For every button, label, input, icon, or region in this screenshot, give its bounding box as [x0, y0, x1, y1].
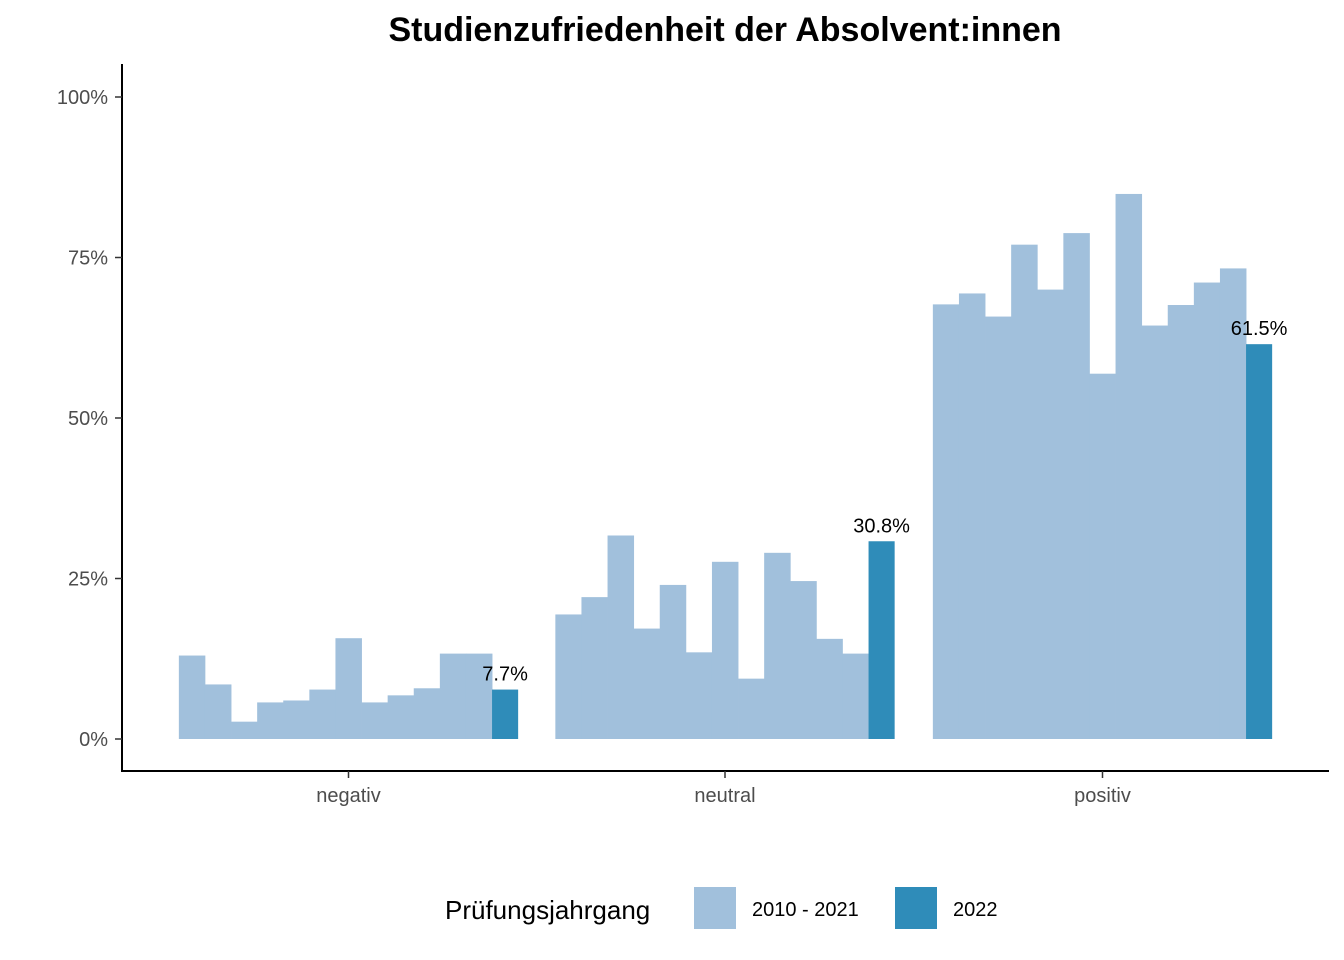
legend-key-2022 — [895, 887, 937, 929]
bar-neutral-historical-2 — [581, 597, 608, 739]
bar-neutral-historical-12 — [842, 653, 869, 739]
legend-title: Prüfungsjahrgang — [445, 895, 650, 925]
chart-title: Studienzufriedenheit der Absolvent:innen — [388, 11, 1061, 49]
bar-positiv-historical-3 — [985, 316, 1012, 739]
bar-positiv-historical-4 — [1011, 244, 1038, 739]
plot-area: 7.7% 30.8% 61.5% — [178, 193, 1288, 739]
bar-neutral-historical-6 — [685, 652, 713, 739]
bar-negativ-historical-10 — [413, 688, 441, 739]
bar-neutral-historical-3 — [607, 535, 635, 739]
data-label-negativ-2022: 7.7% — [482, 664, 528, 686]
bar-neutral-historical-7 — [711, 561, 739, 739]
bar-positiv-historical-7 — [1089, 373, 1116, 739]
legend-key-2010-2021 — [694, 887, 736, 929]
bar-positiv-historical-12 — [1219, 268, 1247, 739]
bar-positiv-historical-6 — [1063, 233, 1090, 739]
bar-positiv-2022 — [1246, 344, 1273, 739]
bar-positiv-historical-1 — [932, 304, 960, 739]
bar-neutral-historical-11 — [816, 638, 843, 739]
legend-label-2010-2021: 2010 - 2021 — [752, 899, 859, 921]
y-tick-label-3: 75% — [68, 248, 108, 270]
bar-neutral-historical-10 — [790, 581, 817, 739]
legend: Prüfungsjahrgang 2010 - 2021 2022 — [445, 887, 998, 929]
bar-negativ-historical-12 — [465, 653, 493, 739]
bar-positiv-historical-8 — [1115, 193, 1143, 739]
bar-neutral-historical-9 — [764, 552, 791, 739]
legend-label-2022: 2022 — [953, 899, 998, 921]
bar-negativ-historical-7 — [335, 638, 362, 739]
data-label-positiv-2022: 61.5% — [1231, 318, 1288, 340]
bar-negativ-historical-2 — [204, 684, 232, 739]
x-tick-label-neutral: neutral — [694, 785, 755, 807]
bar-negativ-historical-3 — [231, 721, 258, 739]
bar-neutral-historical-5 — [659, 584, 687, 739]
x-tick-label-positiv: positiv — [1074, 785, 1131, 807]
bar-positiv-historical-10 — [1167, 305, 1195, 739]
bar-positiv-historical-5 — [1037, 289, 1064, 739]
bar-negativ-historical-9 — [387, 695, 415, 739]
bar-negativ-historical-1 — [178, 655, 206, 739]
axes: negativ neutral positiv 0% 25% 50% 75% 100% — [57, 87, 1131, 807]
bar-negativ-historical-4 — [257, 702, 284, 739]
bar-neutral-historical-4 — [633, 628, 661, 739]
y-tick-label-2: 50% — [68, 408, 108, 430]
bar-positiv-historical-2 — [958, 293, 986, 739]
bar-negativ-historical-8 — [361, 702, 389, 739]
y-tick-label-0: 0% — [79, 729, 108, 751]
bar-neutral-historical-8 — [738, 678, 765, 739]
bar-negativ-historical-6 — [309, 689, 336, 739]
bar-neutral-2022 — [868, 541, 895, 739]
data-label-neutral-2022: 30.8% — [853, 515, 910, 537]
y-tick-label-4: 100% — [57, 87, 108, 109]
bar-positiv-historical-11 — [1193, 282, 1221, 739]
bar-positiv-historical-9 — [1141, 325, 1169, 739]
bar-negativ-historical-5 — [283, 700, 310, 739]
y-tick-label-1: 25% — [68, 569, 108, 591]
bar-negativ-historical-11 — [439, 653, 467, 739]
bar-negativ-2022 — [492, 689, 519, 739]
bar-neutral-historical-1 — [555, 614, 582, 739]
x-tick-label-negativ: negativ — [316, 785, 381, 807]
